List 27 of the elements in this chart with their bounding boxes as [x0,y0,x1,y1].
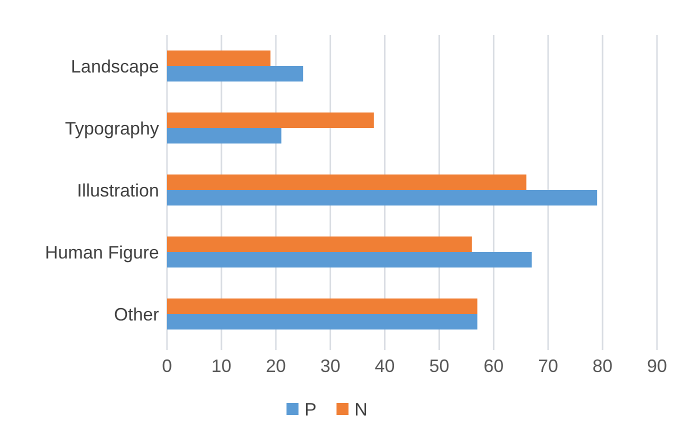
bar [167,128,282,144]
bar [167,252,532,268]
x-tick-label: 10 [211,356,232,376]
bar [167,112,374,128]
bar [167,236,472,252]
y-tick-label: Other [114,304,159,324]
bar [167,190,598,206]
x-tick-label: 80 [592,356,613,376]
x-tick-label: 60 [484,356,504,376]
bar [167,50,270,66]
x-tick-label: 0 [162,356,172,376]
y-tick-label: Typography [64,118,159,138]
bar [167,174,526,190]
legend-label: N [354,399,368,420]
y-tick-label: Human Figure [44,242,159,262]
bar [167,66,304,82]
x-tick-label: 30 [320,356,340,376]
x-tick-label: 40 [374,356,395,376]
bar [167,298,478,314]
legend-label: P [304,399,317,420]
bar [167,314,478,330]
x-tick-label: 20 [266,356,286,376]
x-tick-label: 90 [646,356,668,376]
y-tick-label: Illustration [76,180,159,200]
x-tick-label: 70 [538,356,558,376]
y-tick-label: Landscape [70,56,159,76]
x-tick-label: 50 [429,356,450,376]
